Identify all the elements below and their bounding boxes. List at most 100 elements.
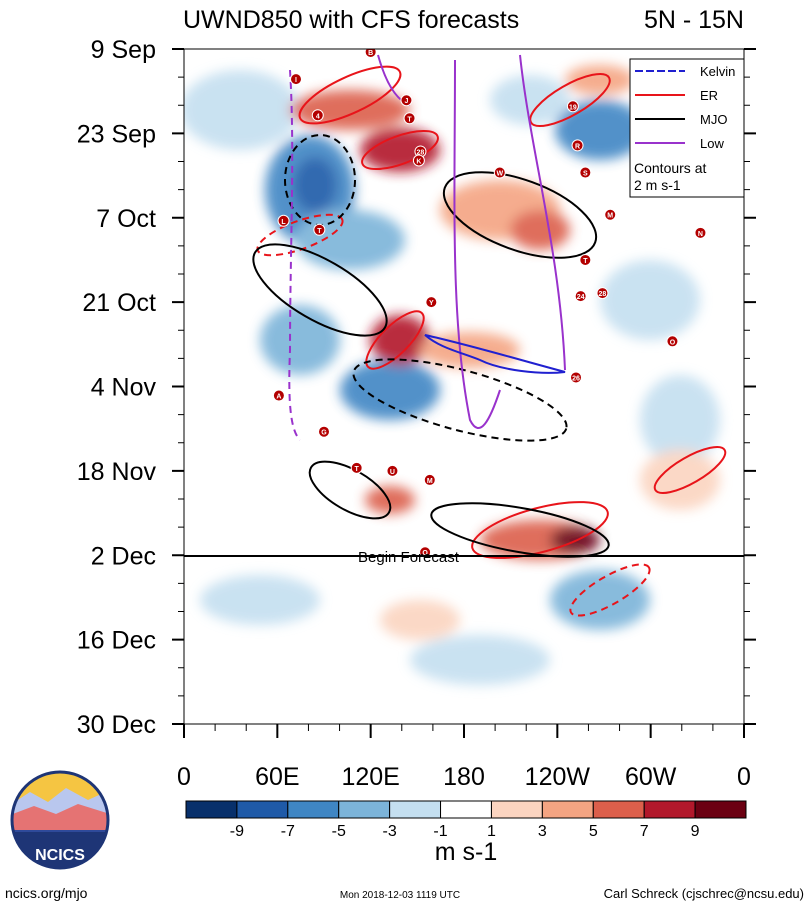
storm-marker: R xyxy=(571,139,584,152)
storm-marker: M xyxy=(604,208,617,221)
y-tick-label: 21 Oct xyxy=(82,289,156,317)
storm-label: T xyxy=(583,258,588,265)
colorbar-swatch xyxy=(185,800,238,819)
storm-marker: 24 xyxy=(574,290,587,303)
colorbar-unit: m s-1 xyxy=(435,838,498,866)
logo-text: NCICS xyxy=(35,847,85,864)
y-tick-label: 9 Sep xyxy=(91,36,156,64)
storm-marker: L xyxy=(277,214,290,227)
er-contour xyxy=(361,130,439,170)
colorbar-label: -9 xyxy=(230,823,244,840)
storm-marker: B xyxy=(364,49,377,59)
footer-url[interactable]: ncics.org/mjo xyxy=(5,885,88,901)
colorbar-swatch xyxy=(541,800,594,819)
storm-marker: Y xyxy=(425,296,438,309)
colorbar-label: -5 xyxy=(332,823,346,840)
y-tick-label: 18 Nov xyxy=(77,458,157,486)
storm-icon xyxy=(423,473,436,486)
storm-icon xyxy=(694,226,707,239)
colorbar-swatch xyxy=(490,800,543,819)
storm-icon xyxy=(313,223,326,236)
colorbar-label: 7 xyxy=(640,823,649,840)
storm-label: A xyxy=(276,394,281,401)
y-axis: 9 Sep 23 Sep 7 Oct 21 Oct 4 Nov 18 Nov 2 Dec 16… xyxy=(77,36,756,739)
er-contour xyxy=(365,310,425,370)
y-tick-label: 23 Sep xyxy=(77,120,156,148)
mjo-contour xyxy=(252,243,388,337)
storm-icon xyxy=(666,335,679,348)
storm-icon xyxy=(571,139,584,152)
legend-note-line1: Contours at xyxy=(634,160,706,176)
storm-icon xyxy=(318,425,330,438)
colorbar-swatch xyxy=(643,800,696,819)
y-tick-label: 4 Nov xyxy=(91,374,157,402)
storm-icon xyxy=(570,371,582,384)
storm-icon xyxy=(579,253,592,266)
storm-markers: B I J 4 T 19 28 K R W S L T M N T 24 28 Y O 26 A G T U M O xyxy=(272,49,707,559)
storm-label: 28 xyxy=(417,149,425,156)
storm-label: 4 xyxy=(316,113,320,120)
storm-marker: 26 xyxy=(570,371,582,384)
storm-label: J xyxy=(404,98,408,105)
storm-icon xyxy=(386,464,399,477)
storm-marker: J xyxy=(400,94,413,107)
storm-label: R xyxy=(575,143,580,150)
legend-low-label: Low xyxy=(700,136,724,151)
er-contour xyxy=(569,563,651,617)
storm-label: S xyxy=(583,171,588,178)
storm-marker: T xyxy=(579,253,592,266)
storm-label: O xyxy=(670,339,676,346)
y-tick-label: 2 Dec xyxy=(91,542,156,570)
storm-marker: O xyxy=(419,546,432,559)
colorbar-swatch xyxy=(287,800,340,819)
x-tick-label: 0 xyxy=(177,763,191,791)
x-tick-label: 0 xyxy=(737,763,751,791)
wind-anomaly-shading xyxy=(184,65,720,685)
storm-marker: T xyxy=(403,112,416,125)
colorbar-swatch xyxy=(694,800,747,819)
storm-label: U xyxy=(390,469,395,476)
er-contour xyxy=(298,65,402,125)
x-tick-label: 120E xyxy=(341,763,399,791)
storm-icon xyxy=(290,73,302,86)
er-contour xyxy=(529,73,611,127)
legend-er-label: ER xyxy=(700,88,718,103)
kelvin-contour xyxy=(424,334,566,374)
storm-label: 19 xyxy=(569,104,577,111)
storm-label: B xyxy=(368,50,373,57)
x-tick-label: 60W xyxy=(625,763,677,791)
storm-marker: A xyxy=(272,389,285,402)
storm-marker: I xyxy=(290,73,302,86)
storm-icon xyxy=(604,208,617,221)
storm-icon xyxy=(419,546,432,559)
storm-marker: M xyxy=(423,473,436,486)
storm-marker: U xyxy=(386,464,399,477)
mjo-contour xyxy=(352,358,568,442)
storm-icon xyxy=(403,112,416,125)
storm-label: 24 xyxy=(577,294,585,301)
storm-marker: N xyxy=(694,226,707,239)
storm-marker: 28 xyxy=(596,287,609,300)
x-axis: 0 60E 120E 180 120W 60W 0 xyxy=(177,724,751,791)
storm-label: G xyxy=(321,430,327,437)
storm-label: W xyxy=(496,171,503,178)
storm-label: T xyxy=(355,466,360,473)
storm-marker: T xyxy=(313,223,326,236)
storm-icon xyxy=(364,49,377,59)
storm-label: L xyxy=(281,219,286,226)
storm-label: N xyxy=(698,231,703,238)
colorbar-label: 1 xyxy=(487,823,496,840)
colorbar-label: -7 xyxy=(281,823,295,840)
legend-kelvin-label: Kelvin xyxy=(700,64,735,79)
low-contour xyxy=(288,69,301,441)
storm-label: 26 xyxy=(572,375,580,382)
er-contour xyxy=(653,446,727,494)
storm-marker: 19 xyxy=(566,100,579,113)
colorbar-swatch xyxy=(389,800,442,819)
storm-marker: G xyxy=(318,425,330,438)
mjo-contour xyxy=(442,171,598,259)
er-contour xyxy=(471,501,609,559)
storm-icon xyxy=(311,109,324,122)
storm-label: T xyxy=(407,116,412,123)
